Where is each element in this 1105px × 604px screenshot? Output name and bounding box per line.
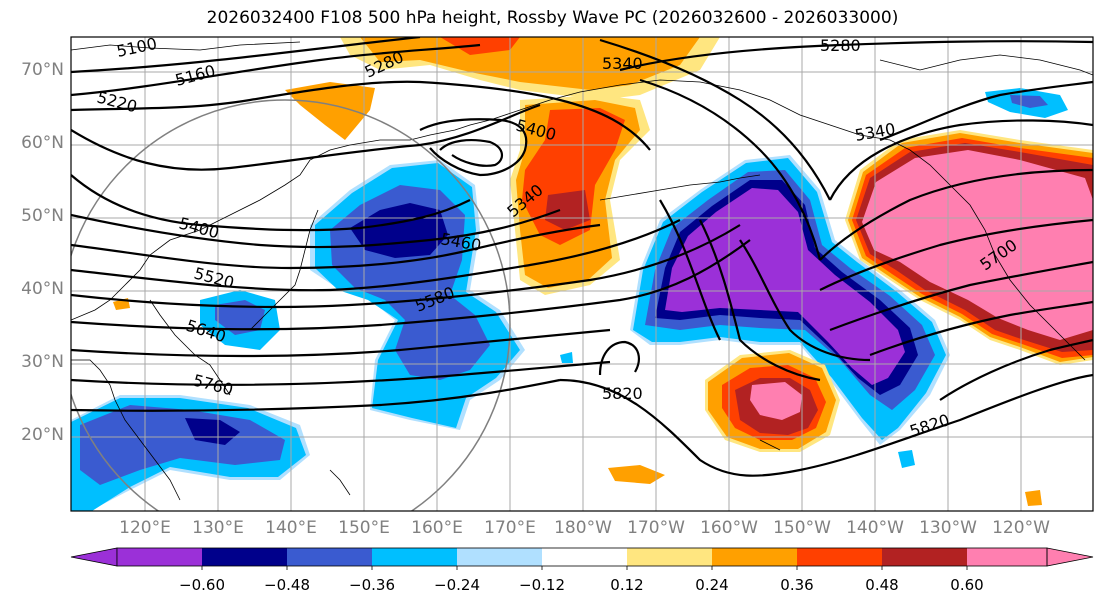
- contour-label: 5280: [820, 36, 861, 55]
- positive-anomaly-small-south: [608, 465, 665, 484]
- negative-anomaly-small-east: [898, 450, 915, 468]
- positive-anomaly-north-core: [360, 37, 700, 90]
- positive-anomaly-center-darkred: [545, 190, 590, 230]
- lat-lon-grid: [71, 37, 1093, 511]
- colorbar: [70, 547, 1094, 570]
- lat-label-40n: 40°N: [21, 279, 64, 299]
- colorbar-bin: [117, 548, 202, 566]
- lon-label-180w: 180°W: [554, 518, 612, 538]
- colorbar-tick-label: 0.60: [950, 576, 984, 594]
- contour-label: 5340: [602, 54, 643, 73]
- lat-label-30n: 30°N: [21, 352, 64, 372]
- lon-label-120e: 120°E: [119, 518, 171, 538]
- colorbar-bin: [457, 548, 542, 566]
- colorbar-bin: [372, 548, 457, 566]
- height-contours: [71, 37, 1093, 477]
- positive-anomaly-nw: [285, 82, 375, 140]
- negative-anomaly-central-pacific-purple: [665, 188, 905, 385]
- lon-label-170e: 170°E: [484, 518, 536, 538]
- colorbar-tick-label: −0.24: [434, 576, 480, 594]
- map-title: 2026032400 F108 500 hPa height, Rossby W…: [206, 8, 899, 28]
- colorbar-tick-label: −0.36: [349, 576, 395, 594]
- colorbar-bin: [627, 548, 712, 566]
- contour-label: 5820: [602, 384, 643, 403]
- lon-label-150e: 150°E: [338, 518, 390, 538]
- colorbar-bin: [967, 548, 1047, 566]
- lat-label-70n: 70°N: [21, 60, 64, 80]
- lon-label-140e: 140°E: [265, 518, 317, 538]
- positive-anomaly-east-pink: [862, 150, 1093, 340]
- positive-anomaly-subtropical-pink: [750, 382, 802, 420]
- lon-label-160e: 160°E: [411, 518, 463, 538]
- colorbar-extend-low: [70, 547, 118, 567]
- colorbar-tick-label: −0.48: [264, 576, 310, 594]
- negative-anomaly-japan-core: [215, 300, 265, 335]
- lon-label-150w: 150°W: [773, 518, 831, 538]
- lat-label-20n: 20°N: [21, 425, 64, 445]
- lon-label-130e: 130°E: [192, 518, 244, 538]
- negative-anomaly-alaska-small-core: [1010, 95, 1048, 108]
- lat-label-60n: 60°N: [21, 133, 64, 153]
- lon-label-160w: 160°W: [700, 518, 758, 538]
- negative-anomaly-southwest-navy: [185, 418, 240, 445]
- map-frame: [70, 36, 1094, 512]
- colorbar-bin: [542, 548, 627, 566]
- colorbar-tick-label: 0.24: [695, 576, 729, 594]
- colorbar-bin: [287, 548, 372, 566]
- lat-label-50n: 50°N: [21, 206, 64, 226]
- focus-ring: [71, 99, 511, 511]
- negative-anomaly-small-mid: [560, 352, 573, 363]
- colorbar-bin: [202, 548, 287, 566]
- lon-label-130w: 130°W: [919, 518, 977, 538]
- lon-label-140w: 140°W: [846, 518, 904, 538]
- positive-anomaly-small-se: [1025, 490, 1042, 506]
- colorbar-bin: [882, 548, 967, 566]
- colorbar-tick-label: −0.60: [179, 576, 225, 594]
- colorbar-tick-label: 0.36: [780, 576, 814, 594]
- lon-label-170w: 170°W: [627, 518, 685, 538]
- colorbar-bin: [797, 548, 882, 566]
- colorbar-tick-label: 0.12: [610, 576, 644, 594]
- colorbar-tick-label: 0.48: [865, 576, 899, 594]
- negative-anomaly-southwest-royal: [80, 405, 285, 485]
- colorbar-bin: [712, 548, 797, 566]
- anomaly-shading: [71, 37, 1093, 511]
- coastlines: [71, 41, 1093, 501]
- colorbar-tick-label: −0.12: [519, 576, 565, 594]
- lon-label-120w: 120°W: [992, 518, 1050, 538]
- colorbar-extend-high: [1046, 547, 1094, 567]
